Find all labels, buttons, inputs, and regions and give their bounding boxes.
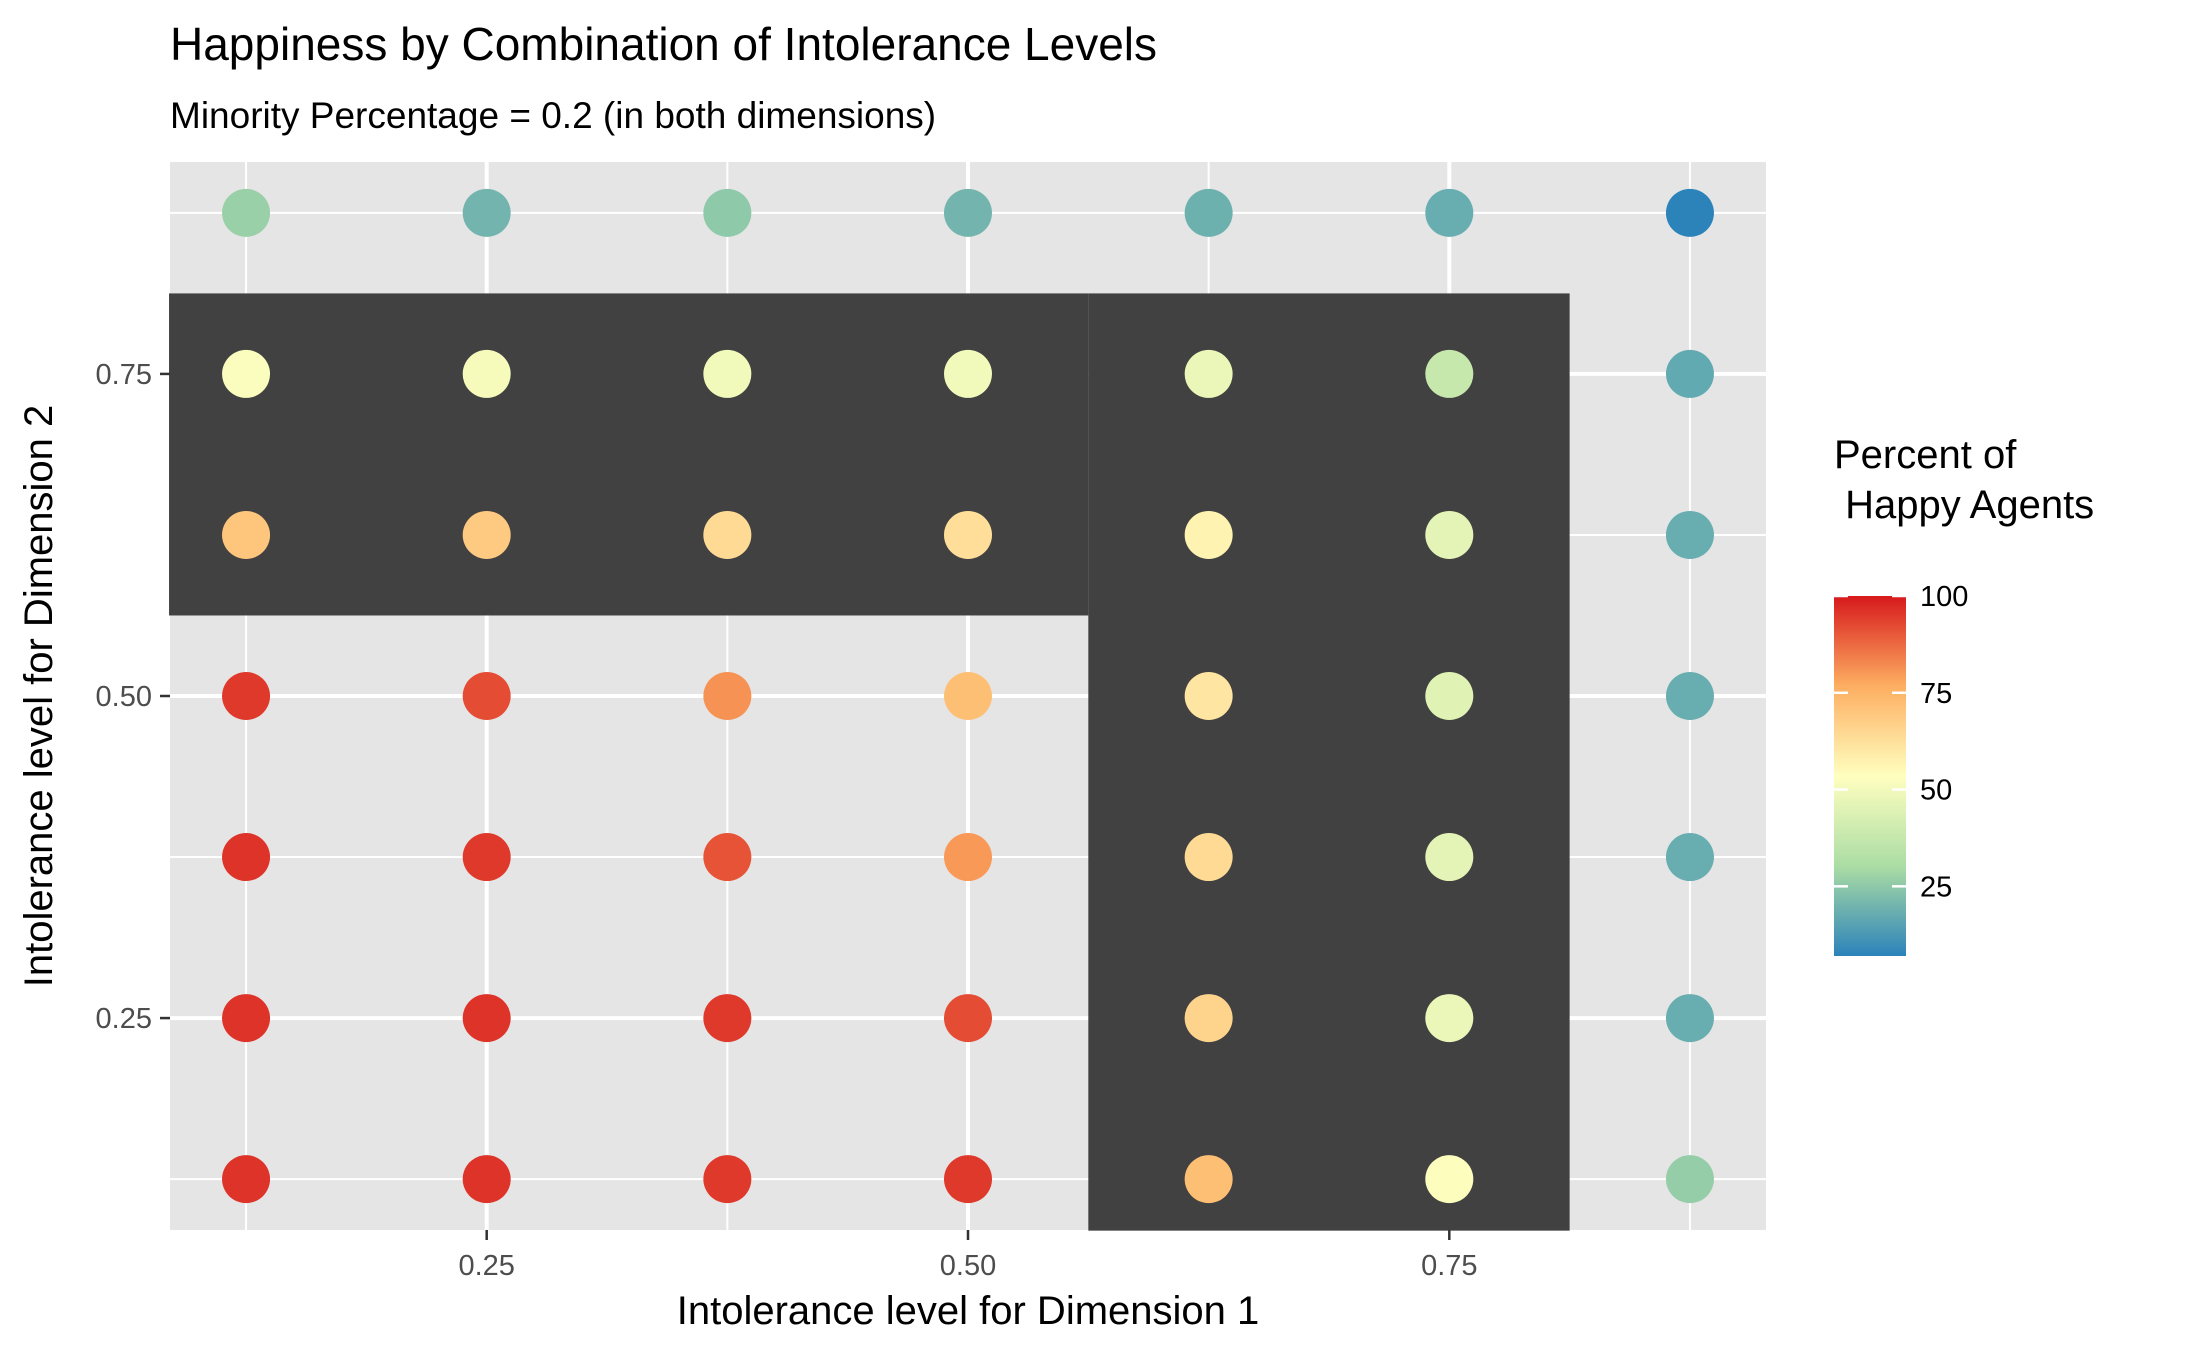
data-point-4-6 — [1665, 510, 1714, 559]
data-point-6-6 — [1665, 188, 1714, 237]
y-tick-label-1: 0.50 — [96, 681, 152, 713]
x-axis: 0.25 0.50 0.75 — [458, 1230, 1478, 1282]
data-point-0-5 — [1425, 1155, 1474, 1204]
data-point-0-3 — [944, 1155, 992, 1204]
data-point-5-3 — [944, 349, 992, 398]
data-point-3-2 — [703, 672, 752, 720]
legend-title-line-2: Happy Agents — [1834, 483, 2094, 527]
data-point-1-5 — [1425, 994, 1474, 1043]
data-point-2-6 — [1665, 833, 1714, 882]
data-point-6-3 — [944, 188, 992, 237]
legend-ticks: 100 75 50 25 — [1834, 581, 1968, 903]
data-point-1-2 — [703, 994, 752, 1043]
data-point-1-6 — [1665, 994, 1714, 1043]
highlight-segment-1 — [1088, 293, 1570, 1231]
data-point-1-1 — [462, 994, 511, 1043]
plot-panel — [169, 162, 1766, 1231]
data-point-0-1 — [462, 1155, 511, 1204]
data-point-3-4 — [1184, 672, 1233, 720]
data-point-6-0 — [222, 188, 271, 237]
data-point-5-0 — [222, 349, 271, 398]
data-point-5-2 — [703, 349, 752, 398]
highlight-region — [169, 293, 1570, 1231]
data-point-2-5 — [1425, 833, 1474, 882]
data-point-2-1 — [462, 833, 511, 882]
chart-subtitle: Minority Percentage = 0.2 (in both dimen… — [170, 95, 936, 136]
data-point-6-2 — [703, 188, 752, 237]
x-tick-label-0: 0.25 — [458, 1250, 514, 1282]
data-point-2-2 — [703, 833, 752, 882]
data-point-2-3 — [944, 833, 992, 882]
legend-colorbar — [1834, 596, 1906, 956]
data-point-6-4 — [1184, 188, 1233, 237]
data-point-3-3 — [944, 672, 992, 720]
data-point-3-1 — [462, 672, 511, 720]
y-axis-title: Intolerance level for Dimension 2 — [17, 405, 61, 988]
y-tick-label-0: 0.25 — [96, 1003, 152, 1035]
highlight-segment-0 — [169, 293, 1089, 616]
chart-title: Happiness by Combination of Intolerance … — [170, 18, 1157, 70]
data-point-4-1 — [462, 510, 511, 559]
data-points — [222, 188, 1714, 1204]
data-point-5-1 — [462, 349, 511, 398]
x-axis-title: Intolerance level for Dimension 1 — [677, 1289, 1260, 1333]
legend-tick-label-2: 50 — [1920, 775, 1952, 807]
data-point-3-0 — [222, 672, 271, 720]
data-point-3-5 — [1425, 672, 1474, 720]
data-point-1-4 — [1184, 994, 1233, 1043]
data-point-0-0 — [222, 1155, 271, 1204]
legend-tick-label-0: 100 — [1920, 581, 1968, 613]
data-point-6-1 — [462, 188, 511, 237]
x-tick-label-1: 0.50 — [940, 1250, 996, 1282]
data-point-4-3 — [944, 510, 992, 559]
data-point-2-4 — [1184, 833, 1233, 882]
data-point-4-2 — [703, 510, 752, 559]
y-tick-label-2: 0.75 — [96, 359, 152, 391]
data-point-2-0 — [222, 833, 271, 882]
legend-tick-label-1: 75 — [1920, 678, 1952, 710]
data-point-4-4 — [1184, 510, 1233, 559]
data-point-1-0 — [222, 994, 271, 1043]
data-point-1-3 — [944, 994, 992, 1043]
y-axis: 0.25 0.50 0.75 — [96, 359, 170, 1035]
data-point-3-6 — [1665, 672, 1714, 720]
legend-title: Percent of Happy Agents — [1834, 433, 2094, 527]
data-point-0-4 — [1184, 1155, 1233, 1204]
data-point-0-6 — [1665, 1155, 1714, 1204]
data-point-5-4 — [1184, 349, 1233, 398]
legend: Percent of Happy Agents 100 75 50 25 — [1834, 433, 2094, 956]
legend-title-line-1: Percent of — [1834, 433, 2017, 477]
data-point-6-5 — [1425, 188, 1474, 237]
data-point-5-5 — [1425, 349, 1474, 398]
data-point-5-6 — [1665, 349, 1714, 398]
data-point-0-2 — [703, 1155, 752, 1204]
data-point-4-0 — [222, 510, 271, 559]
x-tick-label-2: 0.75 — [1421, 1250, 1477, 1282]
data-point-4-5 — [1425, 510, 1474, 559]
legend-tick-label-3: 25 — [1920, 871, 1952, 903]
